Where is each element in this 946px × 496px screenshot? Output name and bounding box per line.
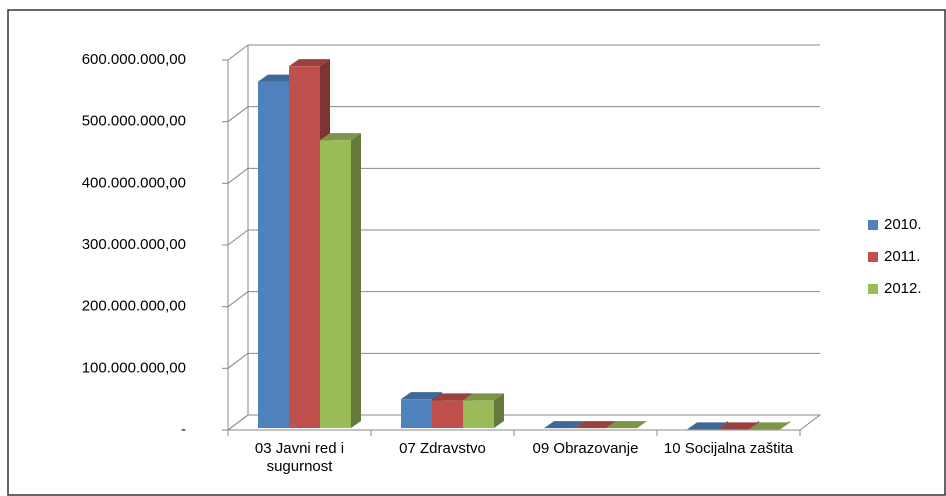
bar xyxy=(320,140,351,428)
bar-side xyxy=(494,393,504,428)
x-tick-label: 10 Socijalna zaštita xyxy=(663,440,794,457)
legend-label: 2011. xyxy=(884,248,920,265)
y-tick-label: - xyxy=(181,421,186,438)
frame xyxy=(7,9,946,496)
bar-top xyxy=(718,422,759,430)
grid-line-side xyxy=(227,167,249,184)
bar xyxy=(289,66,320,429)
grid-line-side xyxy=(227,44,249,61)
legend-swatch xyxy=(868,220,878,230)
grid-line-side xyxy=(227,352,249,369)
y-tick-label: 300.000.000,00 xyxy=(82,236,186,253)
y-tick-label: 400.000.000,00 xyxy=(82,174,186,191)
y-tick-label: 500.000.000,00 xyxy=(82,113,186,130)
bar-side xyxy=(351,133,361,428)
bar-top xyxy=(320,133,361,141)
y-tick-label: 100.000.000,00 xyxy=(82,359,186,376)
bar xyxy=(432,400,463,428)
bar-top xyxy=(463,393,504,401)
bar-top xyxy=(749,422,790,430)
legend-swatch xyxy=(868,284,878,294)
legend-swatch xyxy=(868,252,878,262)
bar-top xyxy=(575,421,616,429)
bar-top xyxy=(258,74,299,82)
bar-top xyxy=(432,393,473,401)
bar-top xyxy=(289,59,330,67)
x-tick-label: 09 Obrazovanje xyxy=(532,440,639,457)
x-tick-label: 07 Zdravstvo xyxy=(399,440,486,457)
grid-line-side xyxy=(227,414,249,431)
bar xyxy=(401,399,432,428)
grid-line-side xyxy=(227,229,249,246)
y-tick-label: 600.000.000,00 xyxy=(82,51,186,68)
legend-label: 2010. xyxy=(884,216,922,233)
grid-line-side xyxy=(227,291,249,308)
bar-top xyxy=(544,421,585,429)
legend-label: 2012. xyxy=(884,280,922,297)
bar-top xyxy=(687,422,728,430)
x-tick-label: 03 Javni red i sugurnost xyxy=(254,440,345,475)
grid-line-side xyxy=(227,106,249,123)
bar-top xyxy=(606,421,647,429)
y-tick-label: 200.000.000,00 xyxy=(82,298,186,315)
bar xyxy=(258,81,289,428)
bar xyxy=(463,400,494,428)
bar-top xyxy=(401,392,442,400)
